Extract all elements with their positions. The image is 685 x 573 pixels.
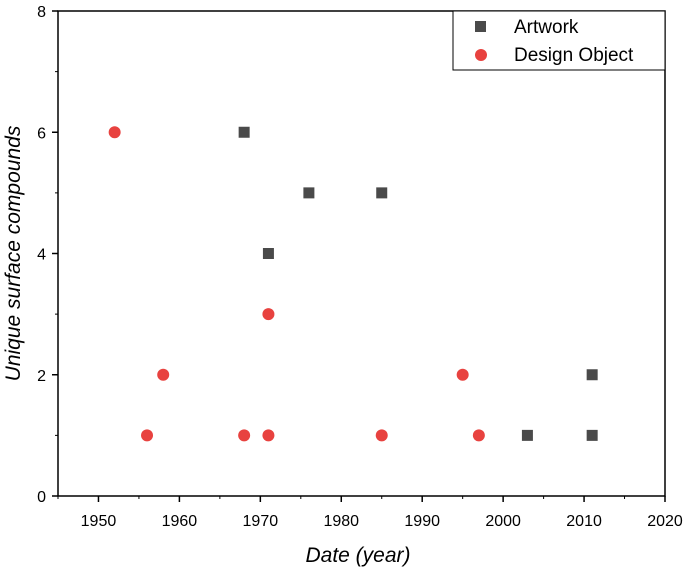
y-tick-label: 8 bbox=[37, 4, 46, 21]
y-axis-title: Unique surface compounds bbox=[2, 125, 25, 381]
y-tick-label: 6 bbox=[37, 125, 46, 142]
x-tick-label: 1950 bbox=[81, 513, 117, 530]
x-tick-label: 1980 bbox=[323, 513, 359, 530]
legend: Artwork Design Object bbox=[452, 10, 666, 71]
legend-marker-design-object bbox=[475, 49, 487, 61]
x-tick-label: 2020 bbox=[647, 513, 683, 530]
x-tick-label: 1970 bbox=[243, 513, 279, 530]
point-design-object bbox=[262, 429, 275, 442]
point-artwork bbox=[376, 187, 388, 199]
x-tick-label: 2010 bbox=[566, 513, 602, 530]
point-design-object bbox=[375, 429, 388, 442]
legend-marker-artwork bbox=[475, 21, 486, 32]
point-artwork bbox=[238, 126, 250, 138]
y-tick-label: 2 bbox=[37, 368, 46, 385]
plot-frame bbox=[57, 10, 666, 497]
point-artwork bbox=[586, 429, 598, 441]
legend-box bbox=[452, 10, 666, 71]
x-tick-label: 1990 bbox=[404, 513, 440, 530]
data-points bbox=[108, 126, 598, 442]
x-axis-title: Date (year) bbox=[305, 544, 410, 567]
legend-label-design-object: Design Object bbox=[514, 45, 634, 66]
x-axis: 1950 1960 1970 1980 1990 2000 2010 2020 bbox=[57, 496, 683, 530]
point-design-object bbox=[238, 429, 251, 442]
point-design-object bbox=[472, 429, 485, 442]
y-tick-label: 0 bbox=[37, 489, 46, 506]
x-tick-label: 1960 bbox=[162, 513, 198, 530]
x-tick-label: 2000 bbox=[485, 513, 521, 530]
point-design-object bbox=[157, 368, 170, 381]
point-artwork bbox=[303, 187, 315, 199]
point-artwork bbox=[262, 248, 274, 259]
y-tick-label: 4 bbox=[37, 247, 46, 264]
y-axis: 0 2 4 6 8 bbox=[37, 4, 58, 506]
point-design-object bbox=[108, 126, 121, 139]
point-design-object bbox=[456, 368, 469, 381]
point-artwork bbox=[586, 369, 598, 381]
point-design-object bbox=[262, 308, 275, 321]
point-artwork bbox=[521, 429, 533, 441]
point-design-object bbox=[141, 429, 154, 442]
legend-label-artwork: Artwork bbox=[514, 17, 579, 38]
